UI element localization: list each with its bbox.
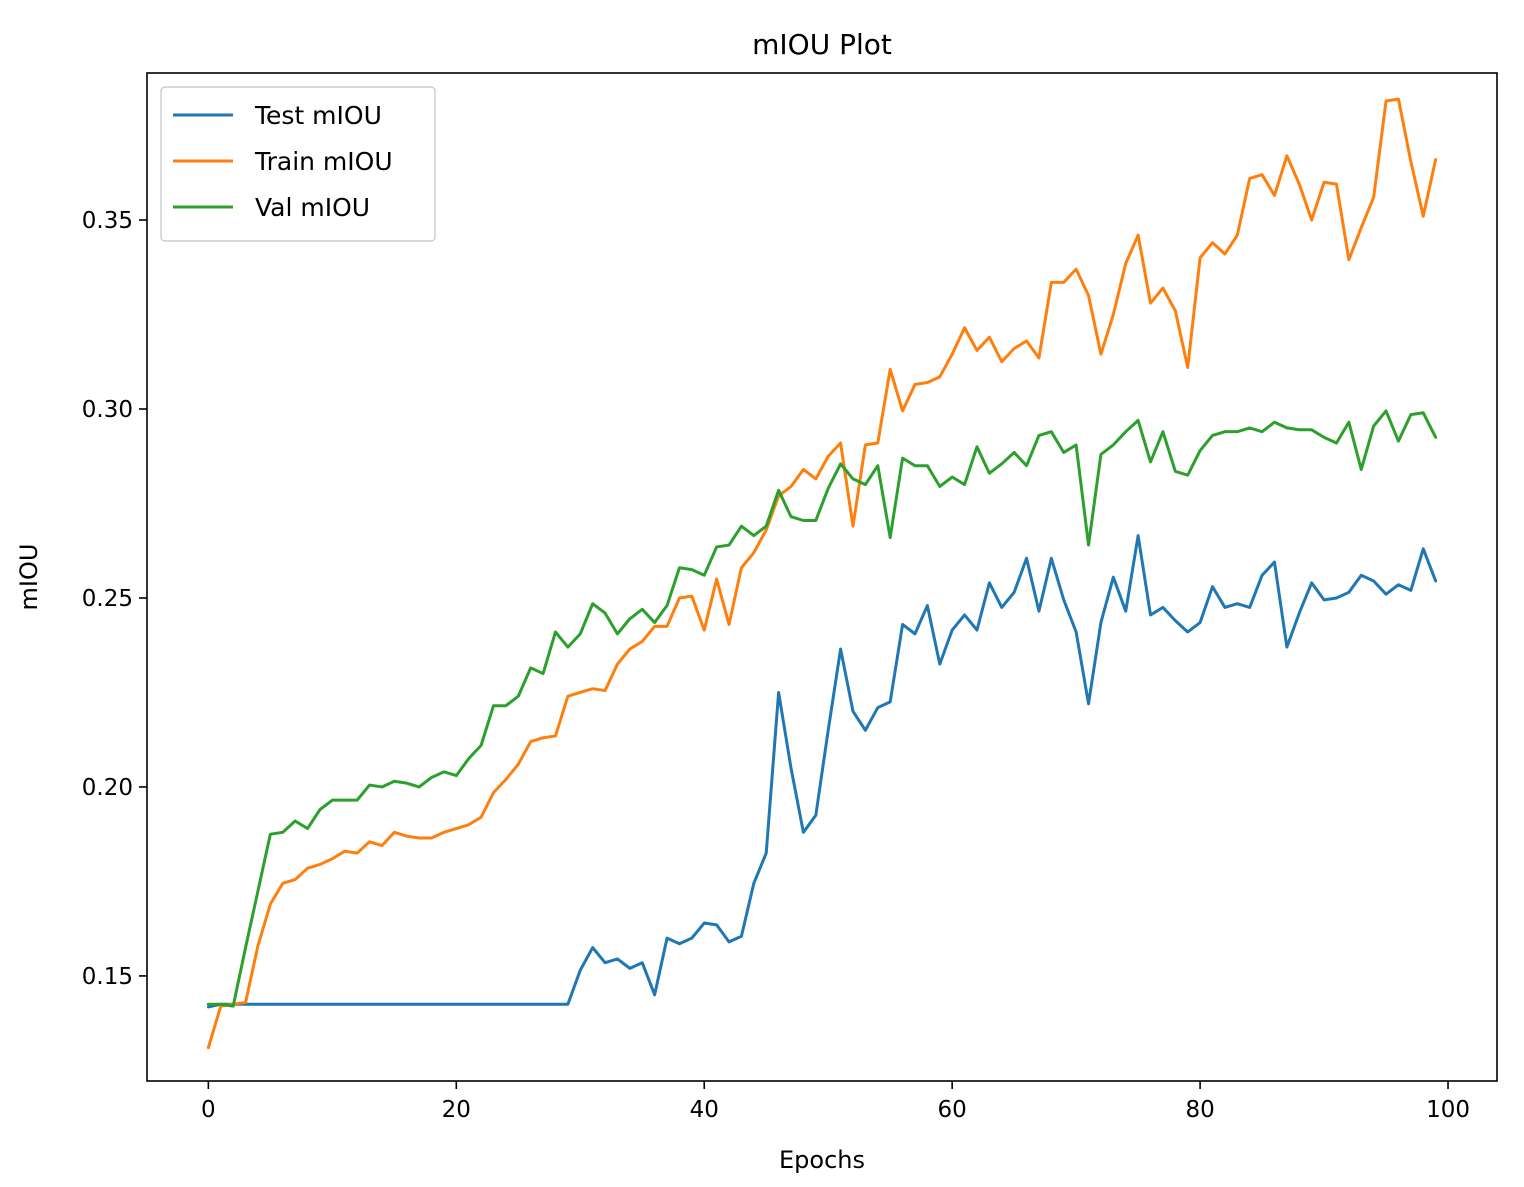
series-lines <box>206 97 1438 1050</box>
legend-label-test-miou: Test mIOU <box>254 101 382 130</box>
x-axis: 0 20 40 60 80 100 <box>201 1081 1470 1123</box>
legend-label-val-miou: Val mIOU <box>255 193 370 222</box>
legend-box <box>160 86 436 242</box>
x-tick-label: 0 <box>201 1097 216 1123</box>
y-axis: 0.15 0.20 0.25 0.30 0.35 <box>82 208 147 990</box>
series-line-train-miou <box>206 97 1438 1050</box>
series-line-val-miou <box>206 409 1438 1008</box>
y-tick-label: 0.35 <box>82 208 133 234</box>
y-tick-label: 0.25 <box>82 586 133 612</box>
chart-title: mIOU Plot <box>752 28 892 61</box>
y-tick-label: 0.30 <box>82 397 133 423</box>
x-tick-label: 60 <box>938 1097 967 1123</box>
x-tick-label: 40 <box>690 1097 719 1123</box>
y-tick-label: 0.20 <box>82 775 133 801</box>
plot-area-frame <box>146 72 1498 1082</box>
y-tick-label: 0.15 <box>82 964 133 990</box>
x-tick-label: 100 <box>1426 1097 1470 1123</box>
legend: Test mIOU Train mIOU Val mIOU <box>160 86 436 242</box>
series-line-test-miou <box>206 534 1438 1009</box>
x-tick-label: 20 <box>442 1097 471 1123</box>
y-axis-label: mIOU <box>15 544 43 611</box>
x-tick-label: 80 <box>1185 1097 1214 1123</box>
x-axis-label: Epochs <box>779 1146 865 1174</box>
legend-label-train-miou: Train mIOU <box>254 147 393 176</box>
